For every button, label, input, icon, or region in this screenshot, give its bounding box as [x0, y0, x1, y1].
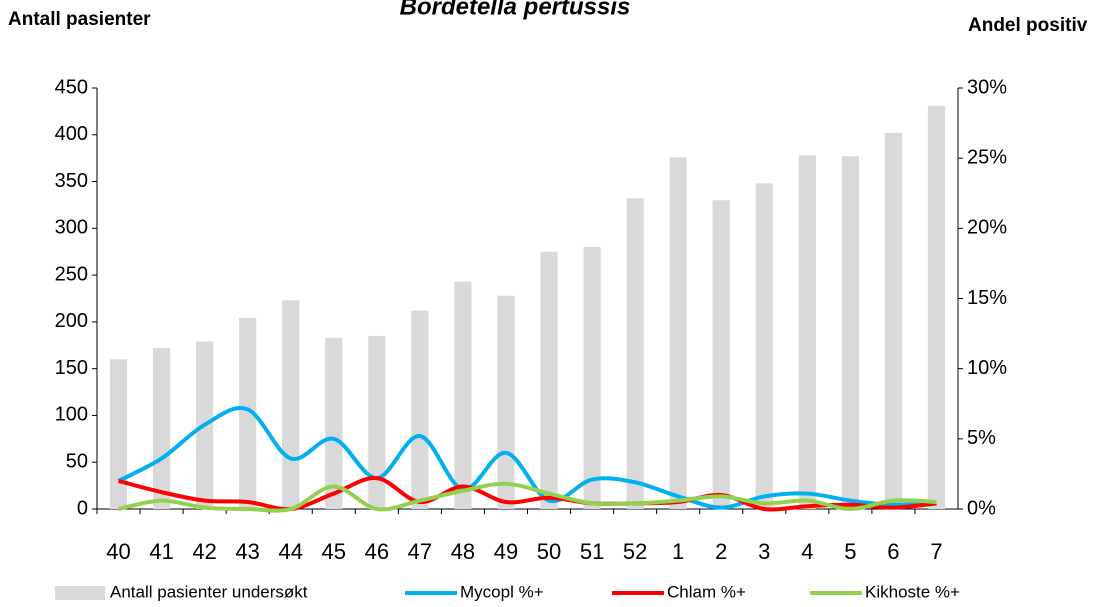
y-axis-title: Antall pasienter [8, 9, 151, 30]
x-tick-label: 50 [537, 539, 561, 564]
x-tick-label: 47 [408, 539, 432, 564]
x-tick-label: 5 [844, 539, 856, 564]
y-tick-label: 200 [55, 310, 88, 332]
bar [841, 156, 859, 509]
legend-label: Antall pasienter undersøkt [110, 582, 308, 601]
bar [712, 200, 730, 509]
x-tick-label: 49 [494, 539, 518, 564]
x-tick-label: 1 [672, 539, 684, 564]
line-series [118, 476, 937, 512]
x-tick-label: 41 [149, 539, 173, 564]
x-tick-label: 4 [801, 539, 813, 564]
y-tick-label: 150 [55, 357, 88, 379]
bar [755, 183, 773, 509]
chart-title: Bordetella pertussis [400, 0, 631, 20]
y-tick-label: 50 [66, 451, 88, 473]
bar [239, 318, 257, 509]
x-tick-label: 52 [623, 539, 647, 564]
x-tick-label: 44 [278, 539, 302, 564]
y2-tick-label: 5% [967, 427, 996, 449]
bar [109, 359, 128, 509]
bar [152, 348, 171, 509]
y2-tick-label: 25% [967, 146, 1007, 168]
x-tick-label: 42 [192, 539, 216, 564]
y2-tick-label: 15% [967, 287, 1007, 309]
x-tick-label: 45 [322, 539, 346, 564]
bar [884, 132, 903, 509]
bar [368, 335, 386, 509]
bar [454, 281, 472, 509]
x-tick-label: 46 [365, 539, 389, 564]
y-tick-label: 0 [77, 497, 88, 519]
bar [583, 247, 601, 510]
bar [626, 198, 644, 509]
x-tick-label: 2 [715, 539, 727, 564]
line-series [118, 481, 937, 513]
y2-tick-label: 20% [967, 217, 1007, 239]
y2-tick-label: 0% [967, 497, 996, 519]
bar [798, 155, 816, 510]
x-tick-label: 48 [451, 539, 475, 564]
x-tick-label: 40 [106, 539, 130, 564]
x-tick-label: 43 [235, 539, 259, 564]
y2-tick-label: 30% [967, 76, 1007, 98]
bar [540, 251, 558, 509]
y-tick-label: 100 [55, 404, 88, 426]
y2-tick-label: 10% [967, 357, 1007, 379]
y-tick-label: 250 [55, 263, 88, 285]
x-tick-label: 51 [580, 539, 604, 564]
x-tick-label: 6 [887, 539, 899, 564]
y-tick-label: 400 [55, 123, 88, 145]
bar [411, 310, 429, 509]
bar [927, 105, 946, 509]
y-tick-label: 350 [55, 170, 88, 192]
legend-label: Kikhoste %+ [865, 582, 960, 601]
y2-axis-title: Andel positiv [968, 15, 1088, 36]
x-tick-label: 3 [758, 539, 770, 564]
legend-swatch [55, 586, 105, 600]
y-tick-label: 300 [55, 217, 88, 239]
line-series [117, 406, 937, 510]
x-tick-label: 7 [930, 539, 942, 564]
bar [497, 295, 515, 509]
legend-label: Chlam %+ [667, 582, 746, 601]
legend-label: Mycopl %+ [460, 582, 544, 601]
bar [282, 300, 300, 509]
bar [325, 337, 343, 509]
y-tick-label: 450 [55, 76, 88, 98]
bar [669, 157, 687, 509]
